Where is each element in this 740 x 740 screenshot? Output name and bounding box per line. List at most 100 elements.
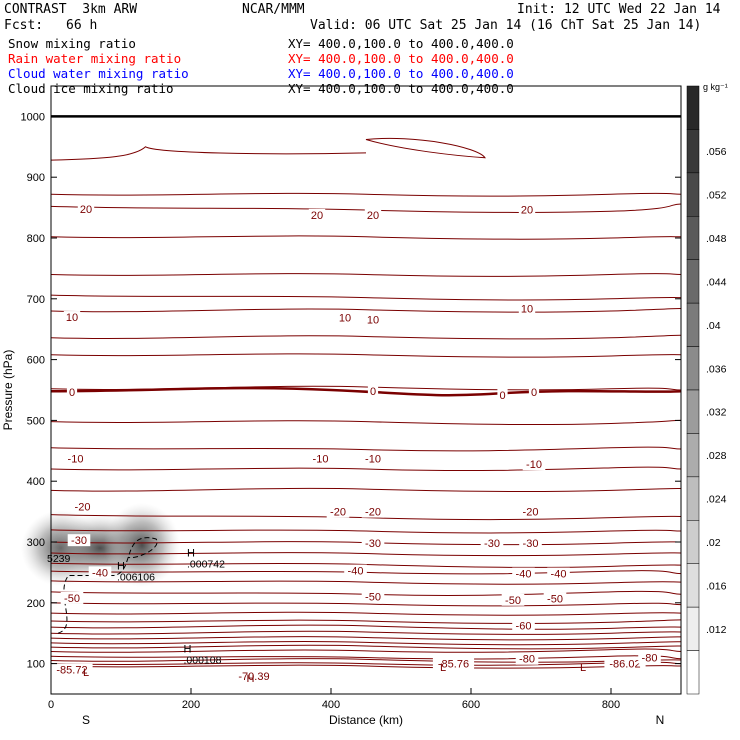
contour-line [365,137,486,159]
extremum-mark: H [117,560,125,572]
x-end-right: N [656,713,665,727]
model-title: CONTRAST 3km ARW [4,2,138,17]
contour-label-bg [364,313,382,326]
cloud-ice-label: Cloud ice mixing ratio [8,81,174,96]
contour-label-bg [60,591,84,604]
colorbar-tick-label: .056 [706,146,727,158]
init-time: Init: 12 UTC Wed 22 Jan 14 [517,2,721,17]
extremum-value: 5239 [47,553,71,565]
cloud-water-label: Cloud water mixing ratio [8,66,189,81]
contour-line [50,487,682,493]
contour-line [50,203,682,214]
extremum-mark: L [440,662,446,674]
contour-label: -85.72 [56,665,87,677]
contour-label-bg [51,663,93,676]
colorbar-swatch [686,650,700,695]
colorbar-swatch [686,476,700,521]
contour-label: -50 [365,592,381,604]
colorbar-tick-label: .028 [706,450,727,462]
extremum-mark: H [187,548,195,560]
contour-label: 0 [531,387,537,399]
colorbar-swatch [686,259,700,304]
contour-label-bg [67,534,91,547]
contour-label-bg [344,564,367,577]
contour-line [50,294,682,301]
rain-xy: XY= 400.0,100.0 to 400.0,400.0 [288,51,514,66]
contour-line [50,552,682,557]
colorbar-swatch [686,520,700,564]
contour-label: -10 [313,454,329,466]
colorbar-swatch [686,563,700,608]
contour-label: 20 [311,210,323,222]
x-tick-label: 600 [462,699,480,711]
fcst-label: Fcst: [4,18,44,33]
contour-label: -86.02 [609,659,640,671]
contour-label: 10 [521,304,533,316]
y-tick-label: 700 [27,294,45,306]
contour-annotations: -85.72-70.39-85.76 -86.02-80 -80-60-50 -50-… [47,202,661,685]
contour-label: -30 [365,538,381,550]
colorbar-tick-label: .012 [706,624,727,636]
contour-line [50,353,682,358]
plot-frame [50,85,682,695]
contour-label-bg [71,500,94,513]
contour-line [50,590,682,596]
contour-line [50,636,682,641]
y-axis-label: Pressure (hPa) [1,350,15,431]
contour-label-bg [480,537,504,550]
contour-label-bg [501,593,525,606]
contour-label: -10 [365,454,381,466]
x-end-left: S [82,713,90,727]
contour-label: -80 [642,653,658,665]
colorbar-swatch [686,172,700,217]
fcst-value: 66 h [66,18,98,33]
contour-label: 0 [370,386,376,398]
extremum-mark: L [580,662,586,674]
y-tick-label: 500 [27,415,45,427]
contour-line [50,308,682,313]
contour-label-bg [518,203,536,216]
contour-line [50,658,682,663]
contour-label: 20 [521,204,533,216]
contour-line [50,146,367,161]
colorbar-swatch [686,129,700,174]
y-tick-label: 300 [27,537,45,549]
contour-line [50,630,682,636]
colorbar-tick-label: .048 [706,233,727,245]
x-tick-label: 0 [48,699,54,711]
colorbar: .056 .052 .048 .044 .04 .036 .032 .028 .024 .02 .0… [686,82,728,695]
contour-line [50,611,682,616]
rain-label: Rain water mixing ratio [8,51,182,66]
contour-line [50,624,682,630]
colorbar-unit: g kg⁻¹ [703,82,728,92]
contour-label-bg [512,619,535,632]
snow-shade-blob [104,503,180,588]
colorbar-swatch [686,302,700,347]
x-tick-label: 400 [322,699,340,711]
x-axis-label: Distance (km) [329,713,403,727]
colorbar-tick-label: .024 [706,494,727,506]
contour-label: -40 [516,569,532,581]
contour-line [50,334,682,340]
extremum-value: .006106 [117,571,155,583]
y-tick-label: 1000 [21,111,45,123]
contour-label-bg [547,567,570,580]
extremum-mark: L [83,667,89,679]
y-tick-label: 100 [27,659,45,671]
contour-label-bg [361,505,385,518]
contour-label: 10 [367,314,379,326]
contour-label-bg [66,385,78,398]
colorbar-swatch [686,346,700,391]
cloud-water-xy: XY= 400.0,100.0 to 400.0,400.0 [288,66,514,81]
snow-xy: XY= 400.0,100.0 to 400.0,400.0 [288,36,514,51]
contour-line [50,466,682,472]
contour-label-bg [512,567,535,580]
contour-label-bg [64,452,87,465]
contour-label: -20 [330,507,346,519]
contour-label: 10 [339,313,351,325]
contour-label-bg [309,452,332,465]
colorbar-tick-label: .036 [706,363,727,375]
contour-label: 20 [367,210,379,222]
contour-label: -85.76 [438,659,469,671]
y-tick-label: 400 [27,476,45,488]
